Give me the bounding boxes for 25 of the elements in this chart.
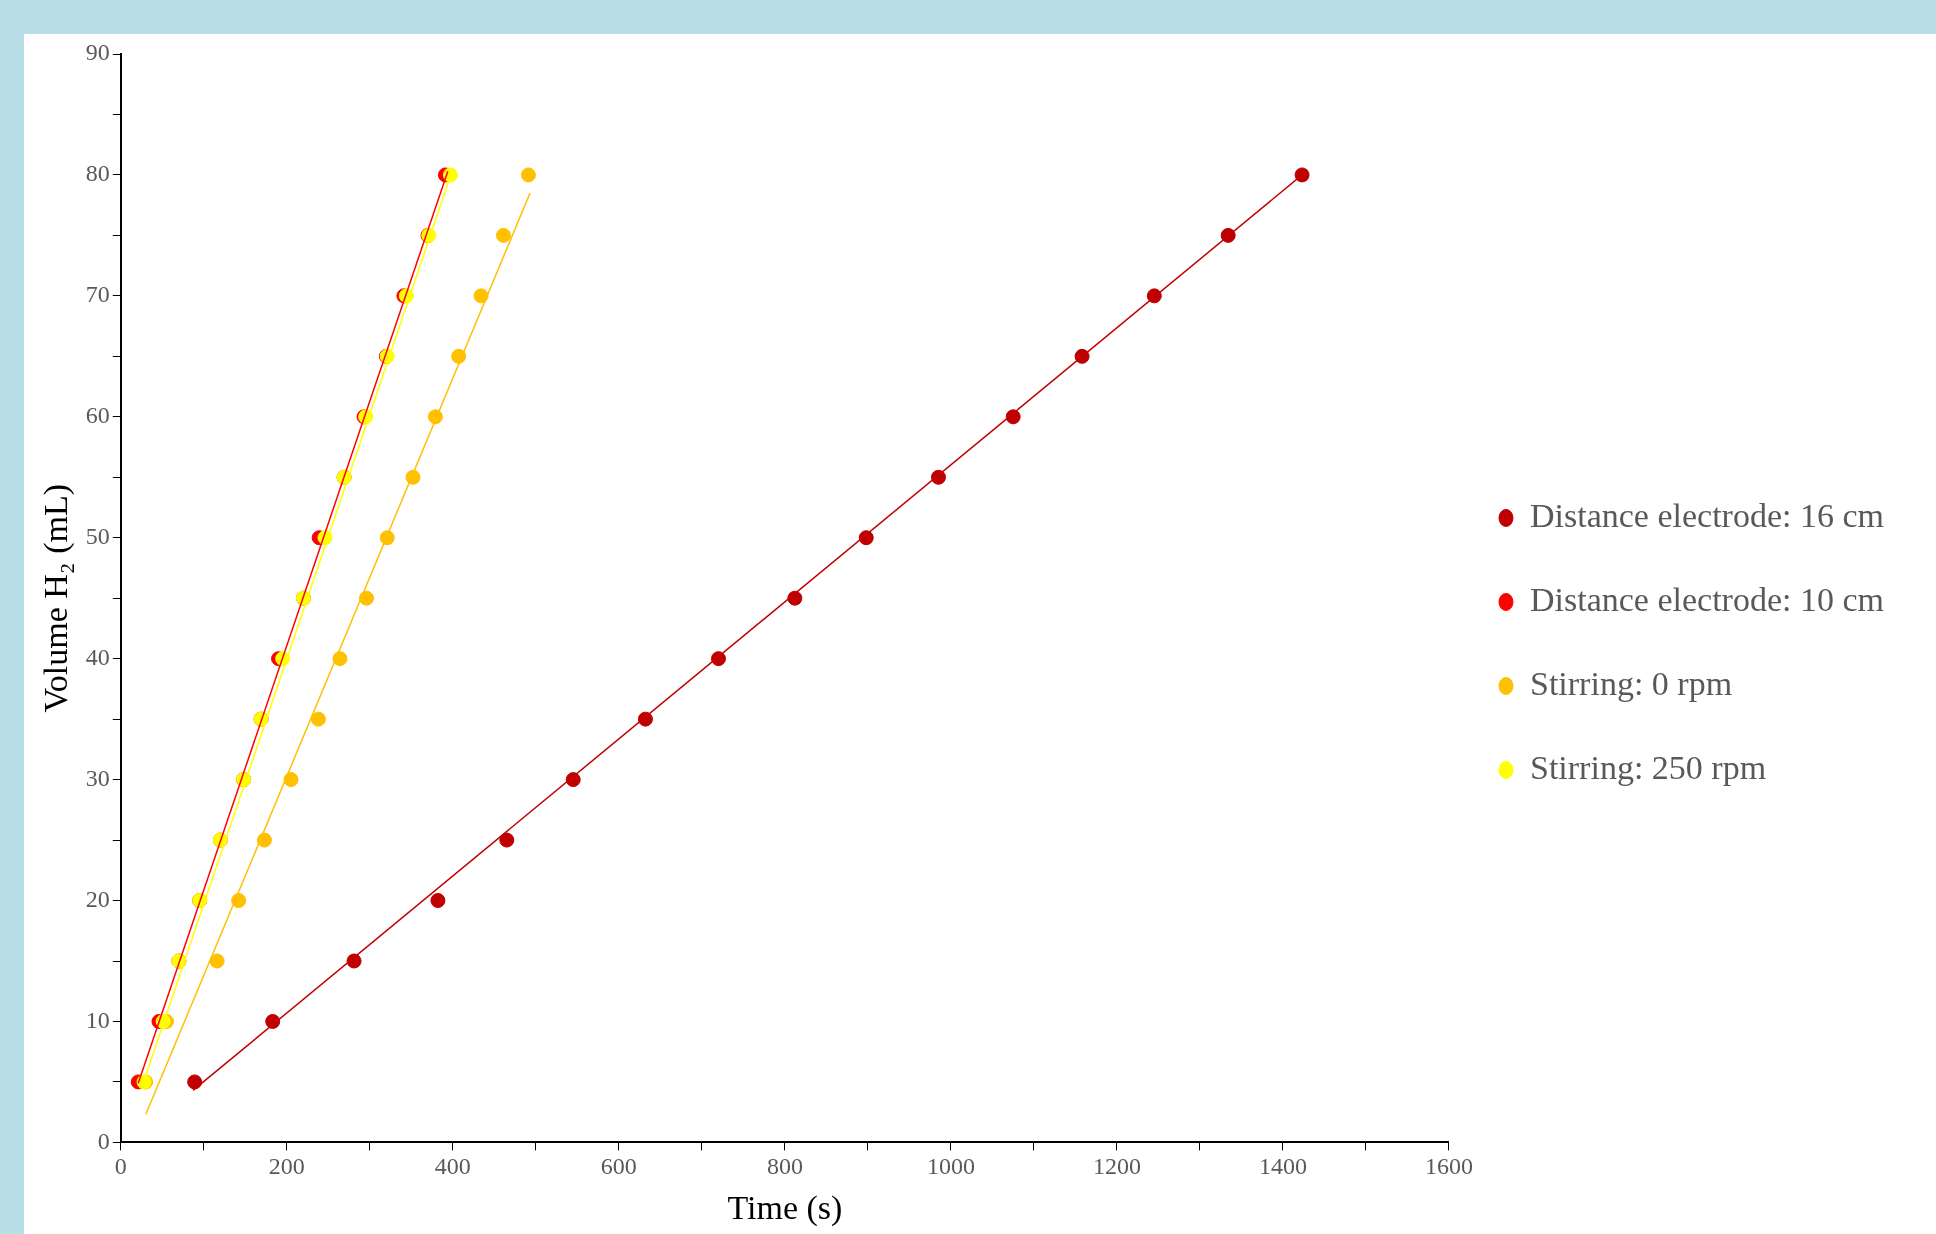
y-tick-label: 10 [85, 1006, 110, 1033]
x-tick-label: 800 [766, 1153, 803, 1180]
y-tick-label: 90 [85, 39, 110, 66]
legend-label: Stirring: 0 rpm [1529, 664, 1733, 702]
y-tick-label: 30 [85, 764, 110, 791]
y-tick-label: 0 [97, 1127, 110, 1154]
y-tick-label: 80 [85, 160, 110, 187]
y-tick-label: 40 [85, 643, 110, 670]
y-tick-label: 70 [85, 281, 110, 308]
legend-label: Stirring: 250 rpm [1529, 748, 1767, 786]
y-tick-label: 60 [85, 402, 110, 429]
x-tick-label: 1600 [1424, 1153, 1473, 1180]
x-tick-label: 1200 [1092, 1153, 1141, 1180]
x-tick-label: 400 [434, 1153, 471, 1180]
y-axis-title: Volume H₂ (mL) [37, 483, 76, 713]
x-tick-label: 0 [114, 1153, 127, 1180]
y-tick-label: 20 [85, 885, 110, 912]
x-tick-label: 200 [268, 1153, 305, 1180]
legend-label: Distance electrode: 10 cm [1529, 580, 1884, 618]
x-tick-label: 1000 [926, 1153, 975, 1180]
x-tick-label: 600 [600, 1153, 637, 1180]
x-tick-label: 1400 [1258, 1153, 1307, 1180]
y-tick-label: 50 [85, 523, 110, 550]
x-axis-title: Time (s) [727, 1188, 843, 1227]
legend-label: Distance electrode: 16 cm [1529, 496, 1884, 534]
